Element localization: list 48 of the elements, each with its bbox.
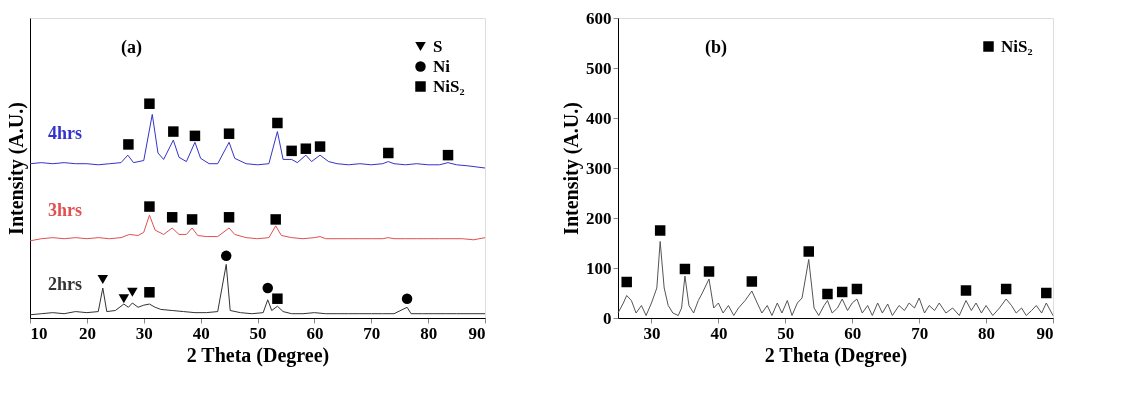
point xyxy=(851,283,863,295)
x-tick-label: 40 xyxy=(192,323,210,343)
point xyxy=(654,225,666,236)
point xyxy=(822,288,833,300)
y-tick-label: 500 xyxy=(586,58,612,78)
x-tick-label: 60 xyxy=(844,323,862,343)
x-tick-label: 70 xyxy=(911,323,929,343)
x-tick-label: 10 xyxy=(30,323,48,343)
x-tick-label: 80 xyxy=(420,323,438,343)
x-tick-label: 80 xyxy=(978,323,996,343)
y-axis-title: Intensity (A.U.) xyxy=(4,102,28,235)
point xyxy=(803,246,814,257)
y-tick-label: 600 xyxy=(586,8,612,28)
point xyxy=(960,285,972,296)
x-axis-title: 2 Theta (Degree) xyxy=(186,343,330,367)
point xyxy=(1000,283,1012,295)
point xyxy=(679,263,691,275)
y-tick-label: 300 xyxy=(586,158,612,178)
legend-label: S xyxy=(433,36,443,56)
legend-label: Ni xyxy=(433,56,451,76)
x-tick-label: 50 xyxy=(777,323,795,343)
point xyxy=(746,276,758,287)
annotation: (b) xyxy=(705,37,727,58)
x-axis-title: 2 Theta (Degree) xyxy=(764,343,908,367)
x-tick-label: 20 xyxy=(78,323,96,343)
x-tick-label: 30 xyxy=(643,323,661,343)
series-label: 2hrs xyxy=(48,273,83,294)
y-tick-label: 400 xyxy=(586,108,612,128)
series-label: 4hrs xyxy=(48,122,83,143)
point xyxy=(1041,287,1052,299)
x-tick-label: 40 xyxy=(710,323,728,343)
series-label: 3hrs xyxy=(48,199,83,220)
x-tick-label: 90 xyxy=(468,323,486,343)
x-tick-label: 30 xyxy=(135,323,153,343)
x-tick-label: 90 xyxy=(1036,323,1054,343)
y-axis-title: Intensity (A.U.) xyxy=(560,102,583,235)
x-tick-label: 70 xyxy=(363,323,381,343)
y-tick-label: 200 xyxy=(586,208,612,228)
point xyxy=(621,276,632,288)
y-tick-label: 100 xyxy=(586,258,612,278)
x-tick-label: 60 xyxy=(306,323,324,343)
point xyxy=(836,286,848,298)
legend-label: NiS₂ xyxy=(1001,36,1033,56)
point xyxy=(703,266,715,277)
text: (a) xyxy=(121,37,142,58)
y-tick-label: 0 xyxy=(603,308,612,328)
legend-label: NiS₂ xyxy=(433,76,465,96)
x-tick-label: 50 xyxy=(249,323,267,343)
